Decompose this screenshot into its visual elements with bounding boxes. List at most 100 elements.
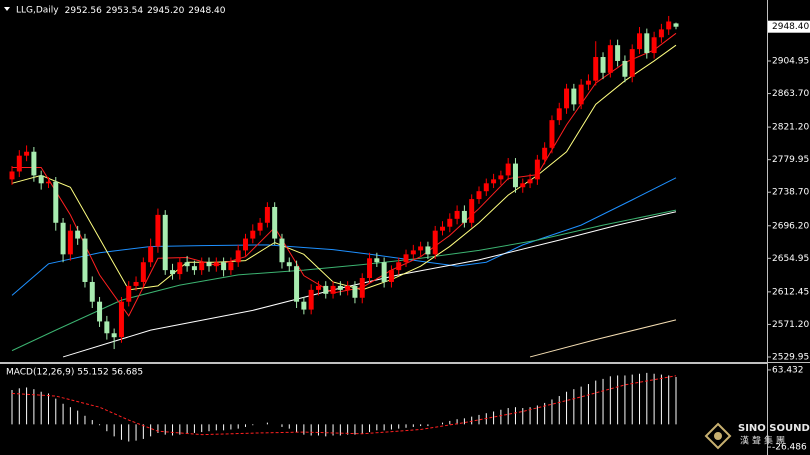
candle-body bbox=[367, 258, 373, 279]
candle-body bbox=[31, 151, 37, 176]
candle-body bbox=[67, 230, 73, 255]
candle-body bbox=[418, 246, 424, 251]
candle-body bbox=[454, 210, 460, 219]
candle-body bbox=[637, 33, 643, 50]
y-tick-label: 2654.95 bbox=[772, 254, 809, 264]
candle-body bbox=[534, 159, 540, 180]
candle-body bbox=[403, 254, 409, 263]
candle-body bbox=[206, 262, 212, 267]
candle-body bbox=[381, 262, 387, 282]
candle-body bbox=[45, 181, 51, 184]
candle-body bbox=[235, 250, 241, 263]
candle-body bbox=[162, 214, 168, 271]
candle-body bbox=[440, 226, 446, 231]
ma-line bbox=[529, 319, 677, 358]
candle-body bbox=[374, 258, 380, 263]
candle-body bbox=[9, 171, 15, 180]
logo-icon bbox=[714, 432, 722, 440]
candle-body bbox=[571, 88, 577, 105]
candle-body bbox=[111, 333, 117, 338]
candle-body bbox=[673, 23, 679, 27]
candle-body bbox=[323, 285, 329, 294]
candle-body bbox=[301, 301, 307, 310]
price-tag-label: 2948.40 bbox=[772, 22, 809, 32]
candle-body bbox=[447, 218, 453, 227]
candle-body bbox=[140, 262, 146, 282]
candle-body bbox=[651, 37, 657, 54]
candle-body bbox=[425, 246, 431, 255]
candle-body bbox=[585, 80, 591, 85]
candle-body bbox=[600, 57, 606, 73]
candle-body bbox=[38, 175, 44, 184]
candle-body bbox=[250, 230, 256, 239]
y-tick-label: 2696.20 bbox=[772, 221, 809, 231]
watermark: SINO SOUND 漢聲集團 bbox=[704, 422, 810, 450]
ohlc-value: 2953.54 bbox=[106, 6, 143, 16]
ohlc-header: 2952.56 2953.54 2945.20 2948.40 bbox=[65, 6, 226, 16]
candle-body bbox=[556, 108, 562, 121]
candle-body bbox=[330, 285, 336, 294]
price-tag bbox=[768, 20, 810, 33]
candle-body bbox=[549, 120, 555, 148]
candle-body bbox=[286, 262, 292, 267]
candle-body bbox=[199, 262, 205, 271]
candle-body bbox=[308, 289, 314, 310]
ma-line bbox=[11, 209, 677, 352]
y-tick-label: 2863.70 bbox=[772, 89, 809, 99]
candle-body bbox=[359, 278, 365, 298]
indicator-title: MACD(12,26,9) 55.152 56.685 bbox=[6, 368, 143, 378]
candle-body bbox=[658, 29, 664, 38]
candle-body bbox=[97, 301, 103, 322]
candle-body bbox=[337, 285, 343, 290]
candle-body bbox=[89, 281, 95, 302]
candle-body bbox=[148, 246, 154, 263]
candle-body bbox=[294, 266, 300, 302]
candle-body bbox=[622, 60, 628, 77]
candle-body bbox=[461, 210, 467, 223]
candle-body bbox=[388, 270, 394, 282]
candle-body bbox=[396, 262, 402, 271]
candle-body bbox=[505, 163, 511, 176]
ohlc-value: 2945.20 bbox=[147, 6, 184, 16]
candle-body bbox=[213, 262, 219, 267]
candle-body bbox=[242, 238, 248, 251]
candle-body bbox=[82, 238, 88, 282]
candle-body bbox=[133, 281, 139, 286]
candle-body bbox=[221, 262, 227, 271]
candle-body bbox=[24, 151, 30, 156]
candle-body bbox=[491, 179, 497, 184]
candle-body bbox=[498, 175, 504, 180]
candle-body bbox=[520, 183, 526, 188]
candle-body bbox=[155, 214, 161, 247]
candle-body bbox=[644, 33, 650, 54]
y-tick-label: 2821.20 bbox=[772, 123, 809, 133]
candle-body bbox=[257, 222, 263, 231]
candle-body bbox=[564, 88, 570, 109]
y-tick-label: -26.486 bbox=[772, 443, 807, 453]
candle-body bbox=[476, 191, 482, 200]
candle-body bbox=[264, 206, 270, 223]
menu-arrow bbox=[4, 7, 10, 11]
candle-body bbox=[53, 181, 59, 223]
candle-body bbox=[410, 250, 416, 255]
candle-body bbox=[191, 266, 197, 271]
ohlc-value: 2948.40 bbox=[188, 6, 225, 16]
y-tick-label: 2529.95 bbox=[772, 352, 809, 362]
y-tick-label: 2571.20 bbox=[772, 320, 809, 330]
candle-body bbox=[666, 21, 672, 30]
candle-body bbox=[432, 230, 438, 255]
candle-body bbox=[177, 262, 183, 275]
y-tick-label: 2904.95 bbox=[772, 57, 809, 67]
candle-body bbox=[527, 179, 533, 184]
candle-body bbox=[184, 262, 190, 267]
watermark-subtitle: 漢聲集團 bbox=[740, 435, 788, 447]
candle-body bbox=[272, 206, 278, 239]
candle-body bbox=[16, 155, 22, 172]
candle-body bbox=[542, 147, 548, 160]
ohlc-value: 2952.56 bbox=[65, 6, 102, 16]
candle-body bbox=[60, 222, 66, 255]
watermark-title: SINO SOUND bbox=[738, 423, 810, 434]
